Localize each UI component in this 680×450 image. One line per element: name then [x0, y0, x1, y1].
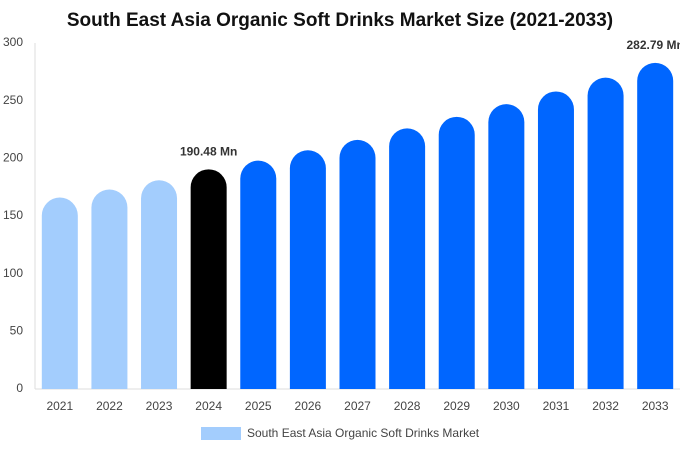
y-tick-label: 200 [3, 151, 23, 165]
x-tick-label: 2033 [642, 399, 669, 413]
value-label: 190.48 Mn [180, 144, 237, 158]
bar [438, 116, 475, 389]
x-tick-label: 2027 [344, 399, 371, 413]
bar [537, 91, 574, 390]
y-tick-label: 150 [3, 208, 23, 222]
bar [240, 160, 277, 389]
legend-swatch [201, 427, 241, 440]
y-tick-label: 50 [10, 324, 24, 338]
bar [488, 104, 525, 389]
bar [91, 189, 128, 389]
x-tick-label: 2030 [493, 399, 520, 413]
bar [190, 169, 227, 389]
x-tick-label: 2031 [543, 399, 570, 413]
bar [389, 128, 426, 389]
x-tick-label: 2023 [146, 399, 173, 413]
bar [339, 139, 376, 389]
value-label: 282.79 Mn [627, 38, 680, 52]
bar [141, 180, 178, 389]
y-tick-label: 0 [16, 381, 23, 395]
x-tick-label: 2021 [46, 399, 73, 413]
x-tick-label: 2026 [295, 399, 322, 413]
y-tick-label: 250 [3, 93, 23, 107]
x-tick-label: 2024 [195, 399, 222, 413]
bar [587, 77, 624, 389]
bar [41, 197, 78, 389]
legend-label: South East Asia Organic Soft Drinks Mark… [247, 426, 480, 440]
x-tick-label: 2022 [96, 399, 123, 413]
x-tick-label: 2029 [443, 399, 470, 413]
y-tick-label: 300 [3, 35, 23, 49]
x-tick-label: 2032 [592, 399, 619, 413]
y-tick-label: 100 [3, 266, 23, 280]
x-tick-label: 2028 [394, 399, 421, 413]
chart-title: South East Asia Organic Soft Drinks Mark… [67, 10, 613, 31]
x-tick-label: 2025 [245, 399, 272, 413]
bar [637, 62, 674, 389]
bar [289, 150, 326, 389]
